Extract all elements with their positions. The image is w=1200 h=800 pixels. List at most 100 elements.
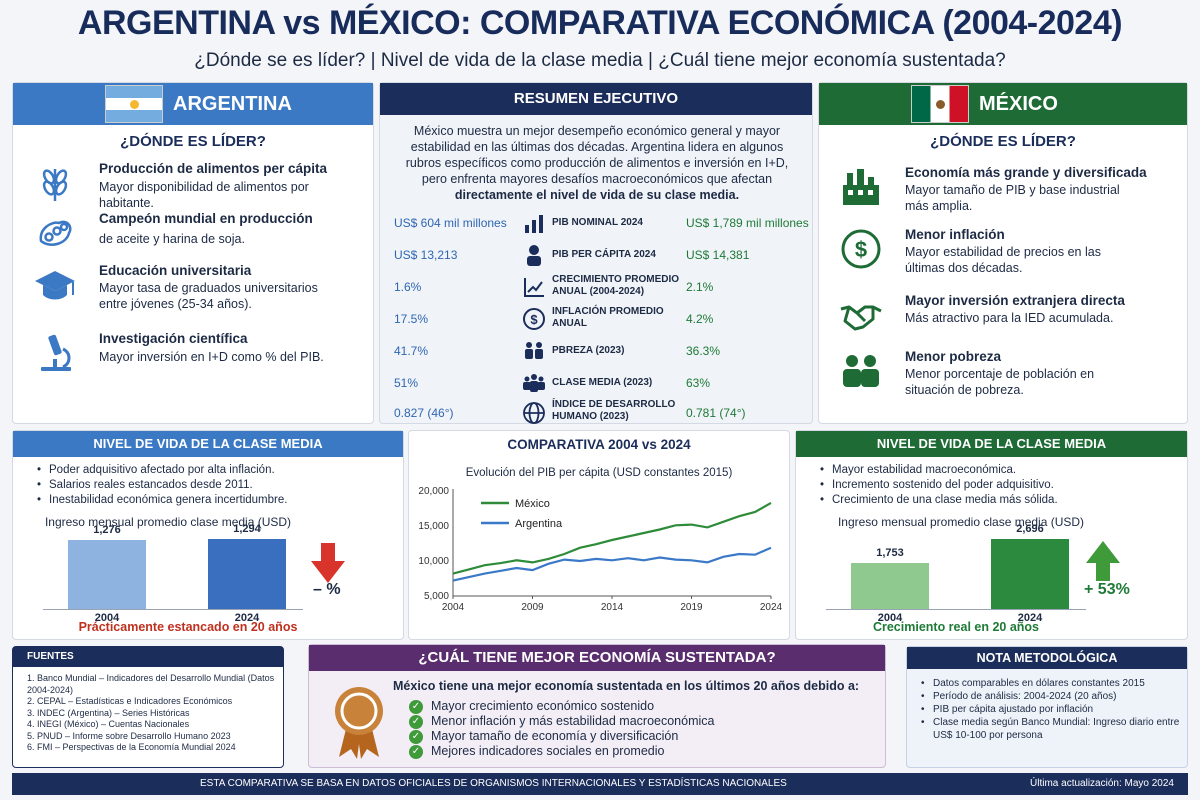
graduation-cap-icon (35, 271, 75, 300)
mexico-value: 2.1% (686, 280, 714, 294)
table-row: 17.5% $ INFLACIÓN PROMEDIO ANUAL 4.2% (380, 303, 814, 335)
income-chart-baseline (826, 609, 1086, 610)
footer-bar: ESTA COMPARATIVA SE BASA EN DATOS OFICIA… (12, 773, 1188, 795)
arrow-down-icon (311, 543, 345, 583)
sustentada-item: Mejores indicadores sociales en promedio (431, 744, 665, 758)
svg-text:$: $ (530, 312, 538, 327)
leader-item-desc: Mayor tasa de graduados universitarios e… (99, 281, 318, 311)
income-chart-baseline (43, 609, 303, 610)
x-tick-label: 2019 (680, 602, 703, 613)
argentina-vida-panel: NIVEL DE VIDA DE LA CLASE MEDIA Poder ad… (12, 430, 404, 640)
legend-label: México (515, 498, 550, 510)
argentina-leader-item: Campeón mundial en producción de aceite … (33, 211, 363, 261)
leader-item-title: Menor inflación (905, 227, 1005, 242)
argentina-vida-bullets: Poder adquisitivo afectado por alta infl… (35, 463, 395, 508)
leader-item-desc: Mayor disponibilidad de alimentos por ha… (99, 180, 309, 210)
income-bar (68, 540, 146, 609)
metric-label: PIB PER CÁPITA 2024 (552, 249, 656, 260)
argentina-flag-icon (105, 85, 163, 123)
leader-item-desc: de aceite y harina de soja. (99, 232, 245, 246)
y-tick-label: 5,000 (424, 591, 449, 602)
list-item: ✓ Mayor tamaño de economía y diversificac… (409, 729, 714, 744)
list-item: ✓ Menor inflación y más estabilidad macro… (409, 714, 714, 729)
series-line-argentina (452, 546, 772, 582)
wheat-icon (42, 169, 68, 201)
income-bar (851, 563, 929, 609)
check-icon: ✓ (409, 714, 423, 729)
metric-label: PBREZA (2023) (552, 345, 625, 356)
list-item: Mayor estabilidad macroeconómica. (818, 463, 1178, 478)
resumen-body: México muestra un mejor desempeño económ… (405, 124, 789, 186)
table-row: 1.6% CRECIMIENTO PROMEDIO ANUAL (2004-20… (380, 271, 814, 303)
metric-label: CLASE MEDIA (2023) (552, 377, 653, 388)
sustentada-item: Mayor crecimiento económico sostenido (431, 699, 655, 713)
resumen-text: México muestra un mejor desempeño económ… (394, 123, 800, 203)
comparativa-chart-title: Evolución del PIB per cápita (USD consta… (465, 467, 733, 479)
argentina-leader-item: Producción de alimentos per cápita Mayor… (33, 161, 363, 211)
mexico-vida-header: NIVEL DE VIDA DE LA CLASE MEDIA (796, 431, 1187, 457)
sustentada-item: Mayor tamaño de economía y diversificaci… (431, 729, 679, 743)
argentina-panel: ARGENTINA ¿DÓNDE ES LÍDER? Producción de… (12, 82, 374, 424)
resumen-header: RESUMEN EJECUTIVO (380, 83, 812, 115)
income-bar (991, 539, 1069, 609)
check-icon: ✓ (409, 729, 423, 744)
mexico-income-note: Crecimiento real en 20 años (872, 620, 1040, 634)
sustentada-header: ¿CUÁL TIENE MEJOR ECONOMÍA SUSTENTADA? (309, 645, 885, 671)
income-bar-value: 1,753 (876, 547, 904, 559)
argentina-income-change: – % (313, 581, 341, 598)
x-tick-label: 2014 (601, 602, 624, 613)
leader-item-title: Campeón mundial en producción (99, 211, 313, 226)
dollar-circle-icon: $ (523, 308, 545, 330)
person-icon (527, 245, 541, 266)
income-bar-value: 1,294 (233, 523, 261, 535)
leader-item-title: Economía más grande y diversificada (905, 165, 1147, 180)
list-item: Salarios reales estancados desde 2011. (35, 478, 395, 493)
argentina-value: US$ 604 mil millones (394, 216, 507, 230)
leader-item-desc: Mayor estabilidad de precios en las últi… (905, 245, 1101, 275)
mexico-leader-item: $ Menor inflación Mayor estabilidad de p… (839, 227, 1179, 287)
mexico-value: US$ 14,381 (686, 248, 750, 262)
leader-item-title: Investigación científica (99, 331, 248, 346)
table-row: 41.7% PBREZA (2023) 36.3% (380, 335, 814, 367)
footer-text: ESTA COMPARATIVA SE BASA EN DATOS OFICIA… (200, 778, 787, 789)
y-tick-label: 15,000 (418, 521, 449, 532)
soybean-icon (39, 220, 72, 246)
mexico-value: US$ 1,789 mil millones (686, 216, 809, 230)
list-item: Crecimiento de una clase media más sólid… (818, 493, 1178, 508)
mexico-vida-bullets: Mayor estabilidad macroeconómica. Increm… (818, 463, 1178, 508)
argentina-value: 51% (394, 376, 419, 390)
mexico-header: MÉXICO (819, 83, 1187, 125)
list-item: 6. FMI – Perspectivas de la Economía Mun… (27, 742, 236, 752)
people-icon (843, 355, 879, 387)
footer-updated: Última actualización: Mayo 2024 (1030, 778, 1174, 789)
sustentada-item: Menor inflación y más estabilidad macroe… (431, 714, 715, 728)
table-row: US$ 13,213 PIB PER CÁPITA 2024 US$ 14,38… (380, 239, 814, 271)
metric-label: CRECIMIENTO PROMEDIO ANUAL (2004-2024) (552, 274, 680, 297)
argentina-income-chart-title: Ingreso mensual promedio clase media (US… (44, 515, 292, 529)
bar-chart-icon (525, 215, 543, 233)
leader-item-title: Mayor inversión extranjera directa (905, 293, 1125, 308)
nota-list: Datos comparables en dólares constantes … (919, 677, 1183, 742)
income-bar-year: 2004 (877, 612, 903, 624)
arrow-up-icon (1086, 541, 1120, 581)
comparativa-panel: COMPARATIVA 2004 vs 2024 Evolución del P… (408, 430, 790, 640)
table-row: 51% CLASE MEDIA (2023) 63% (380, 367, 814, 399)
series-line-mexico (452, 501, 772, 575)
leader-item-desc: Mayor tamaño de PIB y base industrial má… (905, 183, 1120, 213)
list-item: 5. PNUD – Informe sobre Desarrollo Human… (27, 730, 231, 741)
mexico-vida-panel: NIVEL DE VIDA DE LA CLASE MEDIA Mayor es… (795, 430, 1188, 640)
sustentada-list: ✓ Mayor crecimiento económico sostenido ✓… (409, 699, 714, 759)
page-subtitle: ¿Dónde se es líder? | Nivel de vida de l… (194, 50, 1006, 71)
argentina-value: 1.6% (394, 280, 422, 294)
fuentes-header: FUENTES (13, 647, 283, 667)
list-item: PIB per cápita ajustado por inflación (919, 703, 1183, 716)
nota-header: NOTA METODOLÓGICA (907, 647, 1187, 669)
mexico-value: 4.2% (686, 312, 714, 326)
metric-label: PIB NOMINAL 2024 (552, 217, 643, 228)
list-item: Incremento sostenido del poder adquisiti… (818, 478, 1178, 493)
x-tick-label: 2009 (521, 602, 544, 613)
income-bar-year: 2004 (94, 612, 120, 624)
x-tick-label: 2004 (442, 602, 465, 613)
sustentada-lead: México tiene una mejor economía sustenta… (393, 679, 860, 693)
